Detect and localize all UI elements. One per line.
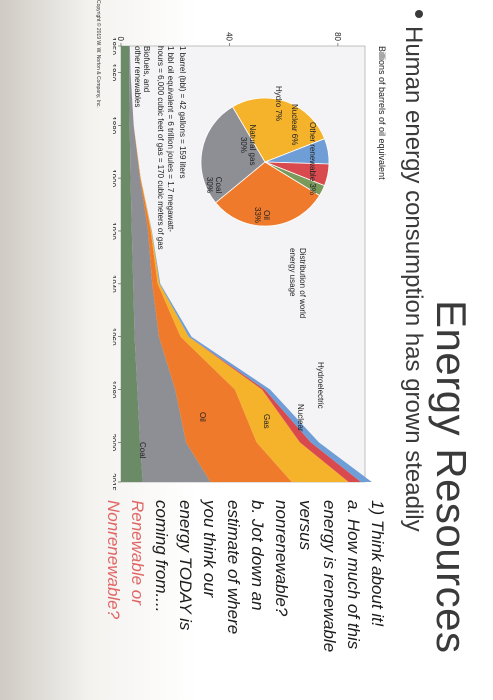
area-series-coal <box>129 46 211 482</box>
question-line: estimate of where <box>224 500 243 635</box>
copyright-notice: Copyright © 2019 W. W. Norton & Company,… <box>95 0 101 108</box>
x-tick-label: 1980 <box>113 381 117 399</box>
question-line: a. How much of this <box>344 500 363 650</box>
x-tick-label: 1900 <box>113 169 117 187</box>
note-biofuels-line1: Biofuels, and <box>142 46 151 93</box>
question-line: coming from.... <box>152 500 171 613</box>
x-tick-label: 2015 <box>113 473 117 491</box>
question-line: 1) Think about it! <box>368 500 387 627</box>
pie-label-coal: Coal 30% <box>205 176 223 194</box>
y-tick-label: 40 <box>224 32 233 41</box>
question-line: nonrenewable? <box>272 500 291 617</box>
pie-label-hydro: Hydro 7% <box>274 86 283 122</box>
pie-slice-other-renewable <box>264 161 326 197</box>
question-line: energy is renewable <box>320 500 339 653</box>
note-equiv-line1: 1 bbl oil equivalent = 6 trillion joules… <box>166 46 175 232</box>
pie-label-nuclear: Nuclear 6% <box>290 104 299 146</box>
stack-label-gas: Gas <box>262 414 271 429</box>
note-barrel: 1 barrel (bbl) = 42 gallons = 159 liters <box>178 46 187 179</box>
bullet-text: Human energy consumption has grown stead… <box>400 26 427 532</box>
x-tick-label: 1860 <box>113 64 117 82</box>
question-line: Nonrenewable? <box>104 500 123 620</box>
stack-label-coal: Coal <box>138 442 147 459</box>
stacked-area-chart: 1850 1860 1880 1900 1920 1940 1960 1980 2000 2015… <box>113 32 372 491</box>
stack-label-hydroelectric: Hydroelectric <box>316 362 325 409</box>
pie-slice-oil <box>215 161 321 227</box>
question-line: you think our <box>200 500 219 598</box>
question-line: b. Jot down an <box>248 500 267 611</box>
note-equiv-line2: hours = 6,000 cubic feet of gas = 170 cu… <box>156 46 165 250</box>
x-tick-label: 1920 <box>113 222 117 240</box>
question-block: 1) Think about it! a. How much of this ene… <box>101 500 389 695</box>
area-series-gas <box>129 46 349 482</box>
question-line: energy TODAY is <box>176 500 195 631</box>
x-tick-label: 1940 <box>113 275 117 293</box>
slide-title: Energy Resources <box>428 300 475 654</box>
stack-label-oil: Oil <box>198 412 207 422</box>
stack-label-nuclear: Nuclear <box>296 404 305 432</box>
pie-caption-line2: energy usage <box>288 248 297 297</box>
area-series-oil <box>129 46 292 482</box>
bullet-dot <box>415 10 423 18</box>
area-series-biofuels-and-other-renewables <box>121 46 143 482</box>
x-tick-label: 2000 <box>113 433 117 451</box>
x-tick-label: 1850 <box>113 37 117 55</box>
pie-label-other-renewable: Other renewable 3% <box>308 122 317 195</box>
pie-caption-line1: Distribution of world <box>298 248 307 319</box>
y-tick-label: 0 <box>116 37 125 42</box>
energy-figure: Billions of barrels of oil equivalent 18… <box>113 12 387 492</box>
pie-slice-coal <box>200 106 266 204</box>
question-line: versus <box>296 500 315 551</box>
x-tick-label: 1880 <box>113 116 117 134</box>
x-tick-label: 1960 <box>113 328 117 346</box>
question-line: Renewable or <box>128 500 147 605</box>
pie-label-oil: Oil 33% <box>253 206 271 223</box>
y-tick-label: 80 <box>333 32 342 41</box>
pie-label-natural-gas: Natural gas 30% <box>239 124 257 166</box>
pie-slice-natural-gas <box>232 97 326 163</box>
note-biofuels-line2: other renewables <box>133 46 142 108</box>
